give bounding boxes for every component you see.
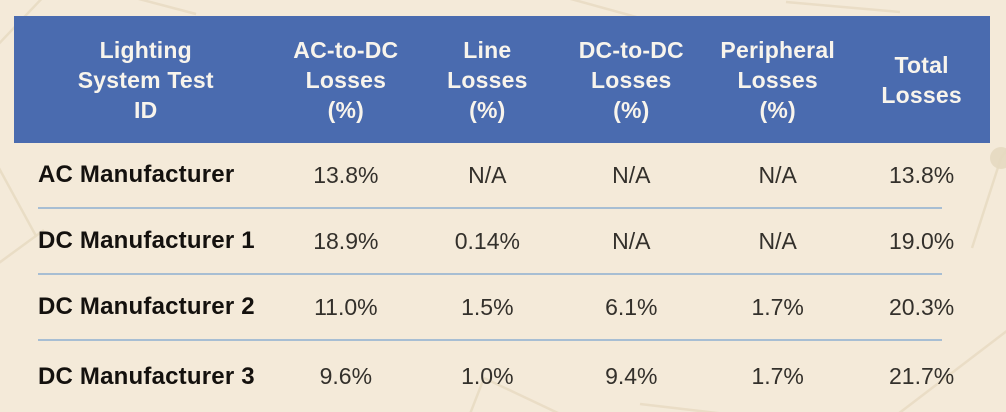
cell-value: 6.1% — [605, 293, 658, 320]
cell-value: 13.8% — [889, 161, 955, 188]
row-divider — [38, 339, 942, 341]
cell-value: 9.4% — [605, 363, 658, 389]
cell-value: 9.6% — [319, 363, 373, 389]
row-label: DC Manufacturer 1 — [38, 227, 255, 254]
cell-value: 1.0% — [461, 363, 514, 389]
column-header: AC-to-DC Losses (%) — [293, 36, 399, 123]
cell-value: N/A — [612, 161, 651, 188]
row-divider — [38, 273, 942, 275]
column-header: DC-to-DC Losses (%) — [578, 36, 684, 123]
cell-value: 1.7% — [751, 293, 804, 320]
cell-value: 21.7% — [889, 363, 955, 389]
column-header: Peripheral Losses (%) — [720, 36, 835, 123]
row-label: DC Manufacturer 3 — [38, 362, 255, 390]
column-header: Total Losses — [881, 51, 962, 108]
row-label: DC Manufacturer 2 — [38, 293, 255, 320]
cell-value: N/A — [612, 227, 651, 254]
row-label: AC Manufacturer — [38, 161, 235, 188]
table-row: AC Manufacturer 13.8% N/A N/A N/A 13.8% — [14, 143, 990, 207]
cell-value: 1.7% — [751, 363, 804, 389]
losses-table: Lighting System Test ID AC-to-DC Losses (… — [14, 16, 990, 412]
pattern-node-circle — [990, 147, 1006, 169]
cell-value: N/A — [758, 227, 797, 254]
column-header: Line Losses (%) — [447, 36, 528, 123]
table-row: DC Manufacturer 3 9.6% 1.0% 9.4% 1.7% 21.7% — [14, 341, 990, 412]
column-header: Lighting System Test ID — [77, 36, 214, 123]
table-row: DC Manufacturer 1 18.9% 0.14% N/A N/A 19.0% — [14, 209, 990, 273]
cell-value: 18.9% — [313, 227, 379, 254]
table-row: DC Manufacturer 2 11.0% 1.5% 6.1% 1.7% 20.3% — [14, 275, 990, 339]
cell-value: 1.5% — [461, 293, 514, 320]
cell-value: 19.0% — [889, 227, 955, 254]
cell-value: 13.8% — [313, 161, 379, 188]
table-body: AC Manufacturer 13.8% N/A N/A N/A 13.8% DC Man… — [14, 143, 990, 412]
cell-value: N/A — [468, 161, 507, 188]
table-header-row: Lighting System Test ID AC-to-DC Losses (… — [14, 16, 990, 143]
cell-value: N/A — [758, 161, 797, 188]
row-divider — [38, 207, 942, 209]
cell-value: 11.0% — [314, 293, 378, 320]
cell-value: 20.3% — [889, 293, 955, 320]
cell-value: 0.14% — [454, 227, 520, 254]
